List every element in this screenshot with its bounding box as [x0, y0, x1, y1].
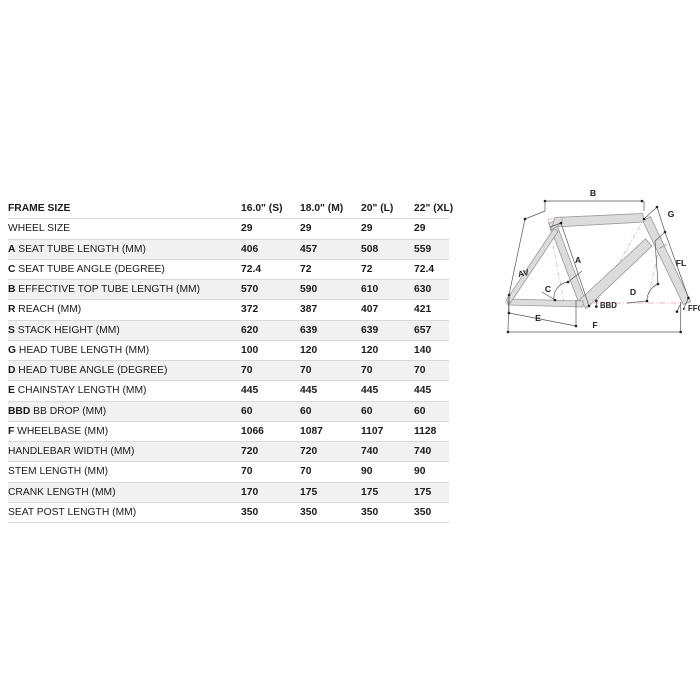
svg-text:G: G	[668, 209, 675, 219]
svg-text:F: F	[592, 320, 597, 330]
svg-text:D: D	[630, 287, 636, 297]
svg-text:E: E	[535, 313, 541, 323]
svg-text:FL: FL	[676, 258, 687, 268]
svg-text:A: A	[575, 255, 582, 265]
svg-text:FFO: FFO	[688, 304, 700, 313]
svg-text:C: C	[545, 284, 552, 294]
svg-text:BBD: BBD	[600, 301, 617, 310]
svg-text:B: B	[590, 188, 596, 198]
